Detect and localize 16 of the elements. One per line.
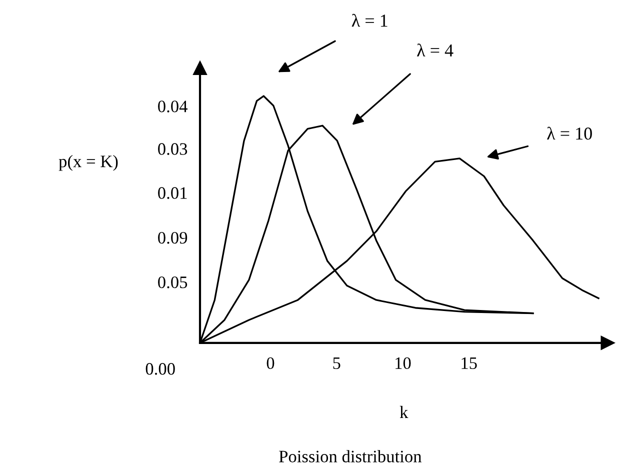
text: 0.01	[158, 187, 187, 199]
text: 0.09	[158, 232, 188, 244]
text: Poission distribution	[279, 450, 422, 462]
x-tick-label: 15	[462, 357, 477, 370]
text: 0.00	[146, 363, 175, 375]
text: 0.03	[158, 143, 188, 155]
x-tick-label: 10	[396, 357, 411, 370]
y-axis-title: p(x = K)	[58, 155, 118, 171]
x-tick-label: 5	[333, 357, 340, 370]
text: 0.04	[158, 100, 188, 112]
x-axis-title: k	[400, 406, 408, 418]
annotation: λ = 10	[547, 126, 592, 140]
text: λ = 4	[417, 44, 454, 56]
text: 0.05	[158, 276, 188, 288]
x-tick-label: 0	[266, 357, 274, 370]
text: λ = 1	[352, 14, 388, 27]
